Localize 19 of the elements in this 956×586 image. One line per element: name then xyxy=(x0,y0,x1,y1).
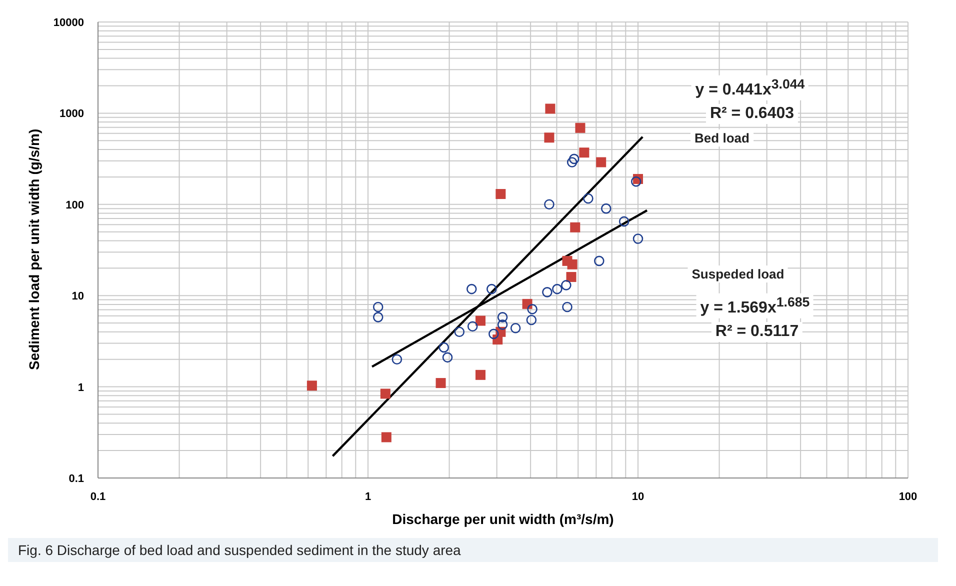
x-tick-label: 0.1 xyxy=(90,491,106,503)
y-tick-label: 0.1 xyxy=(68,473,84,485)
annotation: Suspeded load xyxy=(688,266,788,282)
y-tick-label: 100 xyxy=(66,199,84,212)
x-tick-label: 1 xyxy=(364,491,372,503)
annotation: R² = 0.6403 xyxy=(706,104,798,124)
y-tick-label: 10 xyxy=(72,290,84,303)
annotation: y = 1.569x$^{1.685}$ xyxy=(696,293,814,319)
annotation: R² = 0.5117 xyxy=(711,322,803,342)
y-tick-label: 10000 xyxy=(53,17,84,29)
y-axis-title: Sediment load per unit width (g/s/m) xyxy=(26,128,42,370)
y-tick-label: 1 xyxy=(78,382,84,394)
annotation: y = 0.441x$^{3.044}$ xyxy=(691,75,809,101)
x-tick-label: 10 xyxy=(632,491,644,503)
x-axis-title: Discharge per unit width (m³/s/m) xyxy=(392,511,614,527)
x-tick-label: 100 xyxy=(898,491,918,503)
annotation: Bed load xyxy=(690,130,754,146)
y-tick-label: 1000 xyxy=(60,108,84,120)
caption: Fig. 6 Discharge of bed load and suspended sediment in the study area xyxy=(8,538,938,562)
